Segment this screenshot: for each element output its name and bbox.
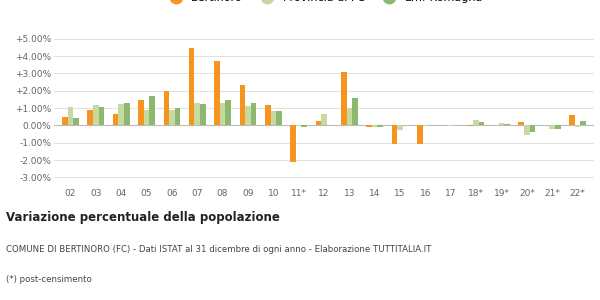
Bar [397,125,403,130]
Bar [220,103,226,125]
Bar [569,115,575,125]
Bar [301,125,307,127]
Bar [530,125,535,132]
Bar [73,118,79,125]
Bar [372,125,377,127]
Bar [138,100,144,125]
Bar [341,72,347,125]
Bar [113,114,118,125]
Bar [144,110,149,125]
Text: (*) post-censimento: (*) post-censimento [6,274,92,284]
Bar [321,114,327,125]
Legend: Bertinoro, Provincia di FC, Em.-Romagna: Bertinoro, Provincia di FC, Em.-Romagna [160,0,488,8]
Bar [214,61,220,125]
Text: Variazione percentuale della popolazione: Variazione percentuale della popolazione [6,212,280,224]
Bar [88,110,93,125]
Bar [62,117,68,125]
Bar [194,103,200,125]
Bar [175,108,180,125]
Bar [377,125,383,127]
Bar [518,122,524,125]
Bar [164,91,169,125]
Bar [98,107,104,125]
Bar [290,125,296,162]
Bar [118,104,124,125]
Bar [499,123,504,125]
Bar [524,125,530,135]
Bar [124,103,130,125]
Bar [276,111,281,125]
Bar [296,125,301,126]
Bar [68,107,73,125]
Bar [504,124,510,125]
Bar [200,104,206,125]
Bar [239,85,245,125]
Bar [189,48,194,125]
Bar [448,125,454,126]
Bar [226,100,231,125]
Bar [149,96,155,125]
Bar [265,105,271,125]
Bar [352,98,358,125]
Bar [422,125,428,126]
Bar [479,122,484,125]
Bar [169,110,175,125]
Bar [251,103,256,125]
Bar [550,125,555,129]
Bar [417,125,422,144]
Bar [555,125,560,129]
Bar [473,120,479,125]
Bar [347,108,352,125]
Bar [468,125,473,126]
Bar [316,121,321,125]
Bar [392,125,397,144]
Bar [271,112,276,125]
Text: COMUNE DI BERTINORO (FC) - Dati ISTAT al 31 dicembre di ogni anno - Elaborazione: COMUNE DI BERTINORO (FC) - Dati ISTAT al… [6,244,431,253]
Bar [580,121,586,125]
Bar [575,125,580,127]
Bar [93,104,98,125]
Bar [367,125,372,127]
Bar [245,106,251,125]
